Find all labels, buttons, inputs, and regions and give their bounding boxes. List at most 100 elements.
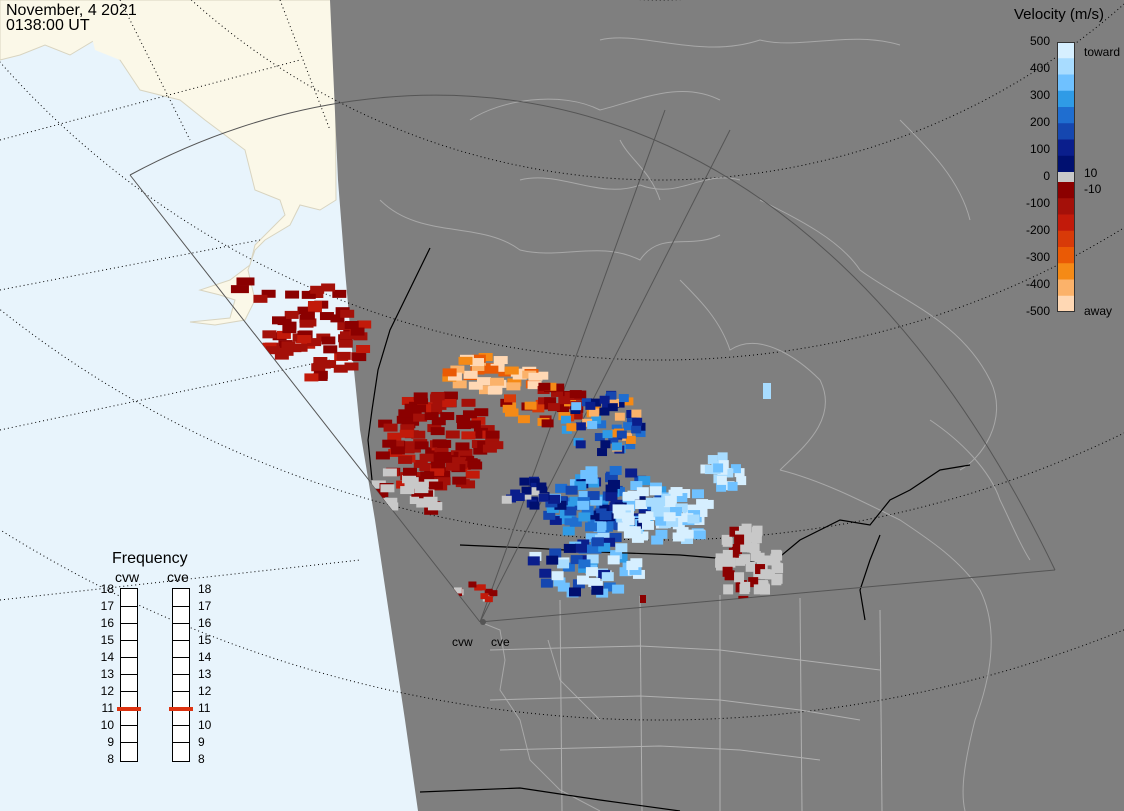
echo-cell: [501, 495, 512, 504]
echo-cell: [489, 441, 504, 450]
frequency-gridline: [173, 623, 189, 624]
echo-cell: [577, 500, 590, 510]
echo-cell: [430, 427, 445, 436]
echo-cell: [655, 516, 668, 526]
echo-cell: [638, 476, 651, 486]
echo-cell: [558, 396, 571, 405]
echo-cell: [564, 516, 577, 526]
frequency-gridline: [121, 657, 137, 658]
echo-cell: [695, 507, 708, 517]
echo-cell: [600, 440, 611, 449]
echo-cell: [540, 578, 553, 588]
colorbar-ground-scatter: [1057, 172, 1075, 182]
echo-cell: [611, 429, 622, 438]
velocity-tick-label: 100: [1029, 142, 1050, 156]
echo-cell: [547, 403, 560, 412]
echo-cell: [552, 383, 565, 392]
echo-cell: [442, 399, 457, 408]
echo-cells: [230, 277, 784, 609]
echo-cell: [293, 343, 308, 352]
echo-cell: [728, 547, 739, 558]
echo-cell: [484, 365, 499, 374]
echo-cell: [605, 492, 618, 502]
echo-cell: [382, 439, 397, 448]
frequency-gridline: [173, 606, 189, 607]
echo-cell: [617, 522, 630, 532]
echo-cell: [585, 567, 598, 577]
echo-cell: [338, 339, 353, 348]
echo-cell: [676, 527, 689, 537]
echo-cell: [480, 385, 495, 394]
echo-cell: [653, 508, 666, 518]
frequency-tick-label: 12: [198, 684, 212, 698]
echo-cell: [378, 419, 393, 428]
echo-cell: [536, 482, 547, 491]
echo-cell: [442, 368, 457, 377]
echo-cell: [625, 441, 636, 450]
echo-cell: [489, 590, 498, 597]
colorbar-segment: [1057, 58, 1075, 75]
echo-cell: [521, 491, 532, 500]
echo-cell: [512, 371, 527, 380]
velocity-tick-label: -100: [1025, 196, 1050, 210]
echo-cell: [387, 432, 402, 441]
echo-cell: [734, 534, 745, 545]
echo-cell: [578, 559, 591, 569]
echo-cell: [569, 390, 582, 399]
echo-cell: [490, 377, 505, 386]
echo-cell: [517, 415, 530, 424]
echo-cell: [715, 560, 726, 571]
echo-cell: [601, 572, 614, 582]
echo-cell: [735, 555, 746, 566]
echo-cell: [691, 489, 704, 499]
echo-cell: [625, 468, 638, 478]
velocity-tick-label: 200: [1029, 115, 1050, 129]
velocity-tick-label: -400: [1025, 277, 1050, 291]
echo-cell: [262, 330, 277, 339]
echo-cell: [236, 277, 255, 286]
echo-cell: [414, 441, 429, 450]
echo-cell: [304, 373, 319, 382]
echo-cell: [432, 401, 447, 410]
echo-cell: [276, 330, 291, 339]
echo-cell: [284, 310, 299, 319]
echo-cell: [773, 563, 784, 574]
echo-cell: [413, 413, 428, 422]
time-label: 0138:00 UT: [6, 17, 90, 34]
echo-cell: [456, 414, 471, 423]
echo-cell: [323, 345, 338, 354]
echo-cell: [403, 467, 418, 476]
frequency-gridline: [173, 725, 189, 726]
night-shade: [330, 0, 1124, 811]
frequency-gridline: [121, 606, 137, 607]
colorbar-segment: [1057, 74, 1075, 92]
echo-cell: [655, 529, 668, 539]
echo-cell: [401, 396, 416, 405]
frequency-cve-label: cve: [167, 569, 189, 585]
echo-cell: [474, 584, 483, 591]
coastal-island: [90, 30, 130, 60]
echo-cell: [560, 415, 571, 424]
echo-cell: [309, 289, 324, 298]
echo-cell: [400, 424, 415, 433]
colorbar-segment: [1057, 263, 1075, 280]
echo-cell: [307, 338, 322, 347]
echo-cell: [444, 455, 459, 464]
frequency-tick-label: 10: [198, 718, 212, 732]
echo-cell: [412, 476, 427, 485]
echo-cell: [450, 365, 465, 374]
echo-cell: [588, 408, 599, 417]
echo-cell: [271, 316, 286, 325]
echo-cell: [596, 494, 609, 504]
echo-cell: [707, 455, 718, 465]
frequency-tick-label: 17: [198, 599, 212, 613]
echo-cell: [599, 511, 612, 521]
us-state-borders: [489, 595, 883, 811]
echo-cell: [265, 346, 280, 355]
echo-cell: [419, 462, 434, 471]
echo-cell: [549, 515, 562, 525]
echo-cell: [629, 565, 642, 575]
echo-cell: [310, 285, 325, 294]
